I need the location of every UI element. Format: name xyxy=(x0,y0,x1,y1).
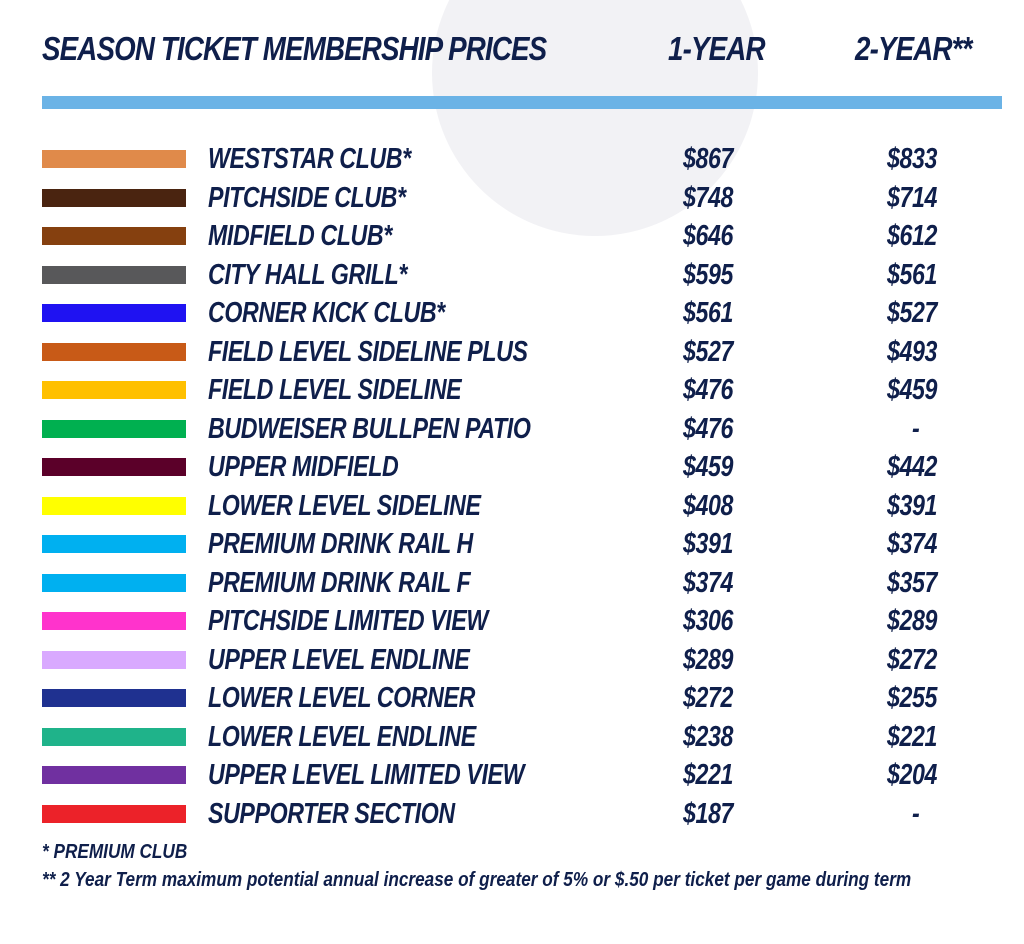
price-1-year: $527 xyxy=(683,335,734,368)
table-row: LOWER LEVEL CORNER $272 $255 xyxy=(0,679,1024,718)
price-1-year: $867 xyxy=(683,143,734,175)
tier-color-swatch xyxy=(42,727,186,746)
tier-color-swatch xyxy=(42,535,186,553)
table-row: PITCHSIDE CLUB* $748 $714 xyxy=(0,179,1024,218)
table-row: WESTSTAR CLUB* $867 $833 xyxy=(0,140,1024,179)
price-1-year: $476 xyxy=(683,412,734,445)
column-header-2-year: 2-YEAR** xyxy=(855,30,972,67)
price-1-year: $374 xyxy=(683,566,734,599)
price-1-year: $306 xyxy=(683,605,734,637)
tier-name: WESTSTAR CLUB* xyxy=(208,143,411,175)
tier-name: FIELD LEVEL SIDELINE xyxy=(208,374,462,406)
tier-color-swatch xyxy=(42,766,186,784)
price-1-year: $595 xyxy=(683,258,734,291)
tier-name: LOWER LEVEL SIDELINE xyxy=(208,489,481,522)
price-2-year: $204 xyxy=(887,759,938,791)
tier-color-swatch xyxy=(42,304,186,322)
price-2-year: $833 xyxy=(887,143,938,175)
column-header-1-year: 1-YEAR xyxy=(668,30,765,67)
price-1-year: $408 xyxy=(683,489,734,522)
table-row: FIELD LEVEL SIDELINE $476 $459 xyxy=(0,371,1024,410)
price-2-year: $357 xyxy=(887,566,938,599)
price-1-year: $561 xyxy=(683,297,734,329)
price-2-year: - xyxy=(912,412,920,445)
price-1-year: $289 xyxy=(683,643,734,676)
table-row: LOWER LEVEL SIDELINE $408 $391 xyxy=(0,487,1024,526)
tier-color-swatch xyxy=(42,496,186,515)
table-row: PITCHSIDE LIMITED VIEW $306 $289 xyxy=(0,602,1024,641)
tier-color-swatch xyxy=(42,573,186,592)
table-row: FIELD LEVEL SIDELINE PLUS $527 $493 xyxy=(0,333,1024,372)
table-row: SUPPORTER SECTION $187 - xyxy=(0,795,1024,834)
price-1-year: $391 xyxy=(683,528,734,560)
table-row: PREMIUM DRINK RAIL H $391 $374 xyxy=(0,525,1024,564)
tier-color-swatch xyxy=(42,381,186,399)
tier-color-swatch xyxy=(42,188,186,207)
footnote-premium-club: * PREMIUM CLUB xyxy=(42,841,188,863)
table-row: PREMIUM DRINK RAIL F $374 $357 xyxy=(0,564,1024,603)
table-row: CORNER KICK CLUB* $561 $527 xyxy=(0,294,1024,333)
tier-name: LOWER LEVEL CORNER xyxy=(208,682,475,714)
footnote-two-year-term: ** 2 Year Term maximum potential annual … xyxy=(42,869,912,891)
price-2-year: $391 xyxy=(887,489,938,522)
price-2-year: $493 xyxy=(887,335,938,368)
table-row: MIDFIELD CLUB* $646 $612 xyxy=(0,217,1024,256)
tier-name: CITY HALL GRILL* xyxy=(208,258,407,291)
tier-name: SUPPORTER SECTION xyxy=(208,797,455,830)
tier-color-swatch xyxy=(42,265,186,284)
price-2-year: $221 xyxy=(887,720,938,753)
price-1-year: $238 xyxy=(683,720,734,753)
tier-color-swatch xyxy=(42,227,186,245)
price-1-year: $748 xyxy=(683,181,734,214)
price-2-year: $255 xyxy=(887,682,938,714)
tier-color-swatch xyxy=(42,612,186,630)
price-2-year: $714 xyxy=(887,181,938,214)
tier-name: FIELD LEVEL SIDELINE PLUS xyxy=(208,335,528,368)
tier-name: MIDFIELD CLUB* xyxy=(208,220,392,252)
price-1-year: $221 xyxy=(683,759,734,791)
tier-color-swatch xyxy=(42,804,186,823)
header-divider xyxy=(42,96,1002,109)
price-2-year: $289 xyxy=(887,605,938,637)
tier-name: PREMIUM DRINK RAIL F xyxy=(208,566,471,599)
tier-name: BUDWEISER BULLPEN PATIO xyxy=(208,412,531,445)
table-row: LOWER LEVEL ENDLINE $238 $221 xyxy=(0,718,1024,757)
price-2-year: $272 xyxy=(887,643,938,676)
price-2-year: - xyxy=(912,797,920,830)
tier-color-swatch xyxy=(42,689,186,707)
table-row: UPPER MIDFIELD $459 $442 xyxy=(0,448,1024,487)
page-title: SEASON TICKET MEMBERSHIP PRICES xyxy=(42,30,547,67)
price-2-year: $612 xyxy=(887,220,938,252)
price-2-year: $374 xyxy=(887,528,938,560)
tier-color-swatch xyxy=(42,650,186,669)
tier-name: PITCHSIDE CLUB* xyxy=(208,181,406,214)
price-1-year: $476 xyxy=(683,374,734,406)
tier-color-swatch xyxy=(42,419,186,438)
price-1-year: $646 xyxy=(683,220,734,252)
tier-name: PREMIUM DRINK RAIL H xyxy=(208,528,473,560)
table-row: CITY HALL GRILL* $595 $561 xyxy=(0,256,1024,295)
price-table: WESTSTAR CLUB* $867 $833 PITCHSIDE CLUB* $74… xyxy=(0,140,1024,833)
price-2-year: $442 xyxy=(887,451,938,483)
table-row: UPPER LEVEL LIMITED VIEW $221 $204 xyxy=(0,756,1024,795)
tier-name: UPPER MIDFIELD xyxy=(208,451,399,483)
price-1-year: $459 xyxy=(683,451,734,483)
price-1-year: $272 xyxy=(683,682,734,714)
tier-name: PITCHSIDE LIMITED VIEW xyxy=(208,605,488,637)
tier-color-swatch xyxy=(42,150,186,168)
price-1-year: $187 xyxy=(683,797,734,830)
tier-name: LOWER LEVEL ENDLINE xyxy=(208,720,476,753)
tier-name: UPPER LEVEL ENDLINE xyxy=(208,643,470,676)
tier-name: UPPER LEVEL LIMITED VIEW xyxy=(208,759,525,791)
table-row: UPPER LEVEL ENDLINE $289 $272 xyxy=(0,641,1024,680)
footnotes: * PREMIUM CLUB ** 2 Year Term maximum po… xyxy=(42,838,911,894)
tier-name: CORNER KICK CLUB* xyxy=(208,297,445,329)
tier-color-swatch xyxy=(42,458,186,476)
tier-color-swatch xyxy=(42,342,186,361)
table-row: BUDWEISER BULLPEN PATIO $476 - xyxy=(0,410,1024,449)
price-2-year: $561 xyxy=(887,258,938,291)
price-2-year: $459 xyxy=(887,374,938,406)
price-2-year: $527 xyxy=(887,297,938,329)
